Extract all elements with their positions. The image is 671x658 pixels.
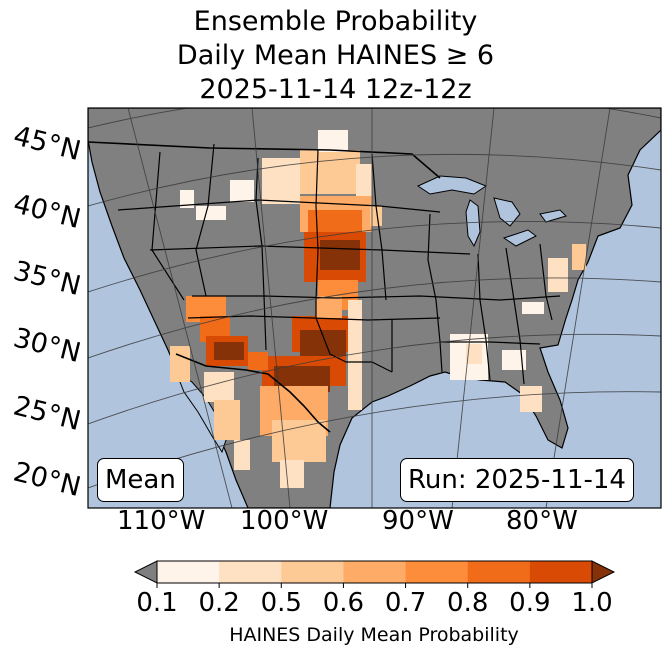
lon-label-100w: 100°W (240, 506, 329, 536)
colorbar-over-arrow (591, 560, 616, 584)
colorbar (133, 560, 616, 588)
colorbar-tick-label: 0.2 (198, 588, 240, 618)
chart-title-line3: 2025-11-14 12z-12z (199, 74, 472, 105)
colorbar-segment (343, 561, 407, 583)
lake-superior (416, 175, 488, 195)
map-panel (88, 108, 661, 508)
colorbar-segment (157, 561, 220, 583)
colorbar-title: HAINES Daily Mean Probability (229, 624, 519, 646)
lon-label-90w: 90°W (382, 506, 454, 536)
colorbar-tick-label: 0.6 (322, 588, 365, 618)
colorbar-tick-label: 0.9 (509, 588, 551, 618)
map-frame (87, 107, 662, 509)
colorbar-tick-label: 0.1 (136, 588, 178, 618)
chart-title-line1: Ensemble Probability (193, 6, 478, 37)
colorbar-under-arrow (133, 560, 158, 584)
gulf-of-california (174, 370, 227, 454)
probability-field (170, 130, 586, 488)
lake-erie (502, 229, 537, 247)
colorbar-tick-label: 0.5 (260, 588, 302, 618)
country-borders (88, 141, 441, 433)
colorbar-frame (156, 560, 593, 584)
lake-huron (493, 197, 521, 227)
colorbar-tick-label: 1.0 (571, 588, 613, 618)
lake-michigan (465, 199, 481, 248)
lon-label-80w: 80°W (506, 506, 578, 536)
colorbar-tick-label: 0.7 (384, 588, 427, 618)
run-date-label: Run: 2025-11-14 (400, 458, 634, 502)
colorbar-segment (219, 561, 282, 583)
lake-ontario (539, 209, 567, 223)
colorbar-segment (467, 561, 531, 583)
lon-label-110w: 110°W (117, 506, 206, 536)
colorbar-segment (281, 561, 344, 583)
mean-label: Mean (97, 458, 184, 502)
chart-title-line2: Daily Mean HAINES ≥ 6 (176, 40, 495, 71)
colorbar-tick-label: 0.8 (447, 588, 489, 618)
colorbar-segment (529, 561, 593, 583)
colorbar-segment (405, 561, 469, 583)
